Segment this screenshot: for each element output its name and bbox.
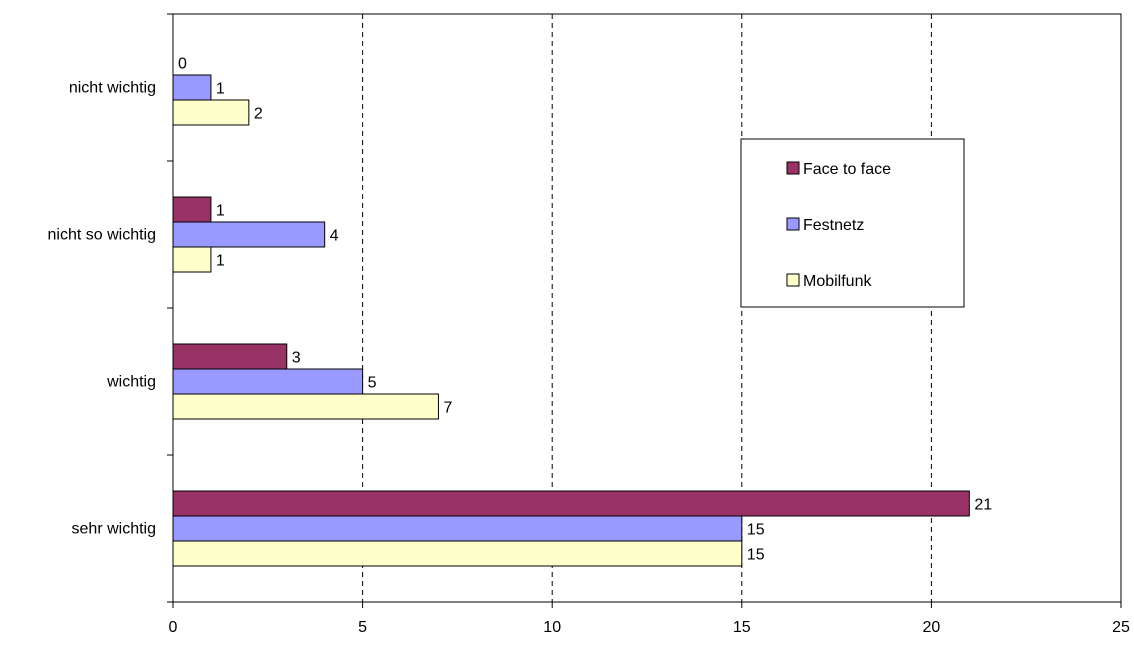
data-label: 21	[974, 497, 992, 514]
data-label: 7	[443, 400, 452, 417]
data-label: 15	[747, 547, 765, 564]
bar-mobilfunk	[172, 393, 439, 420]
category-label: wichtig	[106, 374, 156, 391]
category-label: nicht wichtig	[69, 80, 156, 97]
legend-swatch	[786, 273, 800, 287]
x-tick-label: 5	[358, 619, 367, 636]
bar-festnetz	[172, 74, 212, 101]
bar-mobilfunk	[172, 540, 743, 567]
x-tick-label: 10	[543, 619, 561, 636]
bar-festnetz	[172, 368, 364, 395]
legend-label: Festnetz	[803, 217, 864, 234]
data-label: 0	[178, 56, 187, 73]
data-label: 4	[330, 228, 339, 245]
data-label: 1	[216, 81, 225, 98]
legend-label: Mobilfunk	[803, 273, 872, 290]
bar-face-to-face	[172, 490, 970, 517]
legend-swatch	[786, 161, 800, 175]
data-label: 1	[216, 253, 225, 270]
x-tick-label: 15	[733, 619, 751, 636]
bar-mobilfunk	[172, 99, 250, 126]
bar-face-to-face	[172, 343, 288, 370]
data-label: 1	[216, 203, 225, 220]
bar-face-to-face	[172, 196, 212, 223]
legend-swatch	[786, 217, 800, 231]
data-label: 15	[747, 522, 765, 539]
x-tick-label: 0	[169, 619, 178, 636]
bar-festnetz	[172, 221, 326, 248]
bars	[172, 74, 970, 567]
category-label: nicht so wichtig	[48, 227, 157, 244]
category-label: sehr wichtig	[72, 521, 156, 538]
data-label: 3	[292, 350, 301, 367]
legend-box	[740, 138, 965, 308]
legend-label: Face to face	[803, 161, 891, 178]
legend: Face to face Festnetz Mobilfunk	[740, 138, 965, 308]
x-tick-label: 25	[1112, 619, 1130, 636]
bar-mobilfunk	[172, 246, 212, 273]
axes: nicht wichtig nicht so wichtig wichtig sehr…	[48, 13, 1130, 636]
data-label: 2	[254, 106, 263, 123]
x-tick-label: 20	[923, 619, 941, 636]
bar-festnetz	[172, 515, 743, 542]
data-label: 5	[368, 375, 377, 392]
